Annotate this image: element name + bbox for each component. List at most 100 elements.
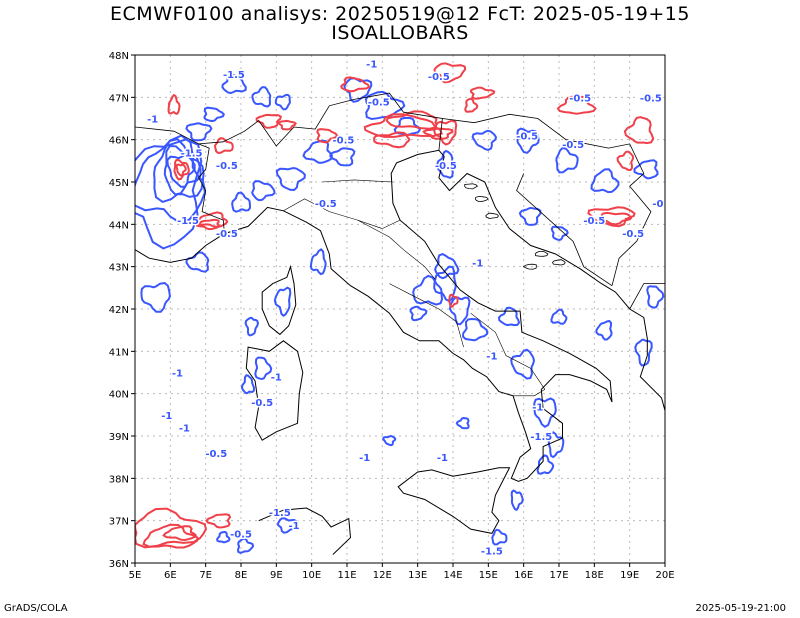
sardinia-coastline — [245, 340, 304, 441]
isallobar-line — [213, 271, 259, 419]
lon-tick-label: 15E — [479, 570, 498, 581]
isallobar-loop-positive — [422, 127, 454, 140]
isallobar-loop-positive — [433, 62, 467, 84]
axis-ticks: 5E 6E 7E 8E 9E 10E 11E 12E 13E 14E 15E 16E 17E 18E 19E… — [109, 51, 675, 581]
lat-tick-label: 37N — [109, 517, 129, 528]
lon-tick-label: 16E — [514, 570, 533, 581]
isallobar-loop-positive — [167, 93, 181, 115]
contour-label: -1 — [179, 424, 190, 435]
isallobar-loop-positive — [623, 116, 655, 145]
island-coastline — [485, 212, 499, 219]
isallobar-loop-positive — [213, 137, 234, 154]
isallobar-loop-negative — [277, 517, 298, 534]
isallobar-loop-negative — [163, 144, 202, 196]
isallobar-line — [347, 339, 453, 445]
isallobar-loop-negative — [550, 225, 569, 242]
lon-tick-label: 6E — [164, 570, 177, 581]
region-border — [470, 312, 546, 390]
contour-label: -1.5 — [530, 432, 552, 443]
contour-label: -1.5 — [269, 508, 291, 519]
isallobar-loop-negative — [555, 146, 579, 174]
contour-label: -1 — [486, 352, 497, 363]
island-coastline — [474, 195, 489, 203]
lon-tick-label: 19E — [620, 570, 639, 581]
lon-tick-label: 5E — [129, 570, 142, 581]
isallobar-loop-negative — [135, 138, 203, 250]
lat-tick-label: 42N — [109, 305, 129, 316]
isallobar-loop-negative — [273, 286, 292, 317]
tunisia-coastline — [258, 507, 352, 555]
lat-tick-label: 38N — [109, 474, 129, 485]
isallobar-line — [435, 123, 665, 136]
lat-tick-label: 45N — [109, 178, 129, 189]
contour-label: -0.5 — [516, 131, 538, 142]
isallobar-loop-positive — [175, 163, 187, 177]
lon-tick-label: 8E — [235, 570, 248, 581]
isallobar-loop-positive — [464, 97, 479, 113]
isallobar-line — [457, 470, 535, 555]
island-coastline — [552, 259, 566, 266]
isallobar-loop-positive — [340, 76, 371, 93]
isallobar-loop-negative — [633, 159, 659, 180]
isallobar-loop-positive — [142, 523, 199, 549]
lon-tick-label: 9E — [270, 570, 283, 581]
isallobar-loop-positive — [173, 158, 190, 181]
isallobar-loop-negative — [533, 397, 557, 428]
isallobar-loop-positive — [616, 150, 635, 172]
isallobar-loop-negative — [434, 253, 460, 280]
coastlines — [135, 92, 665, 555]
isallobar-loop-negative — [382, 434, 397, 447]
footer-credit: GrADS/COLA — [4, 603, 68, 614]
isallobar-loop-negative — [244, 316, 260, 337]
contour-label: -1 — [288, 521, 299, 532]
contour-label: -0.5 — [216, 161, 238, 172]
isallobar-loop-negative — [646, 285, 665, 309]
chart-subtitle: ISOALLOBARS — [331, 22, 469, 44]
isallobar-loop-positive — [447, 293, 459, 308]
isallobar-loop-positive — [195, 218, 220, 231]
contour-label: -1 — [271, 373, 282, 384]
contour-label: -0 — [652, 199, 663, 210]
contour-label: -0.5 — [569, 93, 591, 104]
lon-tick-label: 17E — [549, 570, 568, 581]
country-border — [442, 113, 652, 286]
isallobar-line — [541, 334, 580, 427]
lat-tick-label: 41N — [109, 347, 129, 358]
sicily-coastline — [397, 467, 511, 534]
contour-label: -1 — [532, 402, 543, 413]
isallobar-loop-negative — [185, 251, 210, 273]
isallobar-line — [185, 318, 213, 411]
lat-tick-label: 48N — [109, 51, 129, 62]
contour-label: -1.5 — [223, 70, 245, 81]
isallobar-loop-positive — [587, 206, 636, 228]
isallobar-loop-negative — [409, 305, 428, 322]
isallobar-loop-negative — [140, 281, 171, 313]
contour-label: -0.5 — [583, 216, 605, 227]
graticule — [135, 55, 665, 563]
region-border — [389, 283, 464, 348]
isallobar-loop-negative — [497, 306, 521, 327]
contour-label: -1 — [359, 453, 370, 464]
contour-label: -1 — [437, 453, 448, 464]
lat-tick-label: 44N — [109, 220, 129, 231]
isallobar-loop-negative — [491, 528, 508, 546]
isallobar-loop-positive — [363, 113, 444, 138]
island-coastline — [534, 251, 549, 257]
region-border — [322, 179, 393, 183]
isallobar-loop-negative — [448, 296, 471, 326]
region-border — [357, 219, 436, 280]
region-border — [283, 198, 401, 229]
lon-tick-label: 11E — [337, 570, 356, 581]
isallobar-loop-negative — [461, 317, 489, 342]
contour-label: -0.5 — [640, 93, 662, 104]
contour-label: -1.5 — [177, 216, 199, 227]
contour-label: -0.5 — [368, 98, 390, 109]
contour-label: -1.5 — [181, 148, 203, 159]
isallobar-loop-negative — [329, 147, 356, 167]
contour-label: -0.5 — [251, 398, 273, 409]
lon-tick-label: 18E — [585, 570, 604, 581]
isallobar-loop-positive — [316, 128, 339, 144]
contour-label: -1 — [161, 411, 172, 422]
contour-label: -1 — [172, 369, 183, 380]
